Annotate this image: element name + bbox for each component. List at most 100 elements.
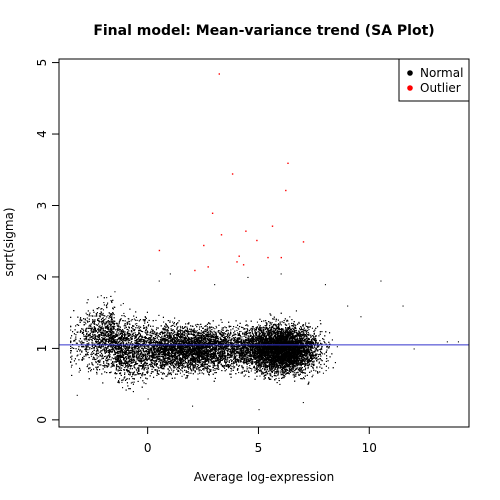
normal-point [238,350,240,352]
normal-point [138,356,140,358]
normal-point [261,345,263,347]
normal-point [220,345,222,347]
normal-point [268,343,270,345]
normal-point [104,348,106,350]
normal-point [322,353,324,355]
normal-point [237,343,239,345]
normal-point [136,353,138,355]
normal-point [336,346,338,348]
normal-point [306,332,308,334]
normal-point [179,325,181,327]
normal-point [136,371,138,373]
normal-point [166,375,168,377]
normal-point [327,347,329,349]
normal-point [183,374,185,376]
normal-point [99,321,101,323]
normal-point [181,337,183,339]
normal-point [234,348,236,350]
normal-point [201,342,203,344]
normal-point [151,363,153,365]
normal-point [134,323,136,325]
normal-point [253,358,255,360]
normal-point [74,338,76,340]
normal-point [273,366,275,368]
normal-point [192,365,194,367]
normal-point [91,336,93,338]
normal-point [172,321,174,323]
normal-point [245,346,247,348]
normal-point [191,343,193,345]
normal-point [124,367,126,369]
normal-point [308,343,310,345]
normal-point [211,345,213,347]
normal-point [171,352,173,354]
normal-point [168,369,170,371]
normal-point [214,368,216,370]
points-layer [70,73,459,411]
normal-point [156,346,158,348]
normal-point [307,329,309,331]
normal-point [231,355,233,357]
normal-point [181,369,183,371]
normal-point [240,342,242,344]
normal-point [121,381,123,383]
normal-point [312,374,314,376]
normal-point [136,367,138,369]
normal-point [227,330,229,332]
normal-point [165,326,167,328]
normal-point [219,330,221,332]
normal-point [78,371,80,373]
chart-title: Final model: Mean-variance trend (SA Plo… [93,23,434,39]
normal-point [133,318,135,320]
normal-point [105,350,107,352]
normal-point [103,321,105,323]
normal-point [325,351,327,353]
normal-point [179,372,181,374]
normal-point [214,334,216,336]
normal-point [237,352,239,354]
normal-point [307,331,309,333]
normal-point [318,358,320,360]
normal-point [170,368,172,370]
normal-point [178,364,180,366]
normal-point [168,365,170,367]
normal-point [264,346,266,348]
normal-point [275,357,277,359]
normal-point [83,321,85,323]
normal-point [299,327,301,329]
normal-point [94,339,96,341]
normal-point [214,359,216,361]
normal-point [106,327,108,329]
normal-point [304,362,306,364]
normal-point [217,366,219,368]
normal-point [163,350,165,352]
normal-point [187,337,189,339]
normal-point [282,365,284,367]
normal-point [188,368,190,370]
normal-point [149,334,151,336]
normal-point [167,337,169,339]
normal-point [114,347,116,349]
normal-point [275,320,277,322]
normal-point [261,363,263,365]
normal-point [124,316,126,318]
normal-point [216,327,218,329]
normal-point [239,364,241,366]
normal-point [93,320,95,322]
normal-point [263,356,265,358]
normal-point [239,358,241,360]
normal-point [197,373,199,375]
normal-point [128,327,130,329]
normal-point [122,303,124,305]
normal-point [171,333,173,335]
normal-point [123,312,125,314]
normal-point [214,328,216,330]
normal-point [302,358,304,360]
normal-point [231,336,233,338]
normal-point [205,355,207,357]
normal-point [181,375,183,377]
normal-point [124,360,126,362]
normal-point [238,351,240,353]
normal-point [106,297,108,299]
normal-point [172,344,174,346]
